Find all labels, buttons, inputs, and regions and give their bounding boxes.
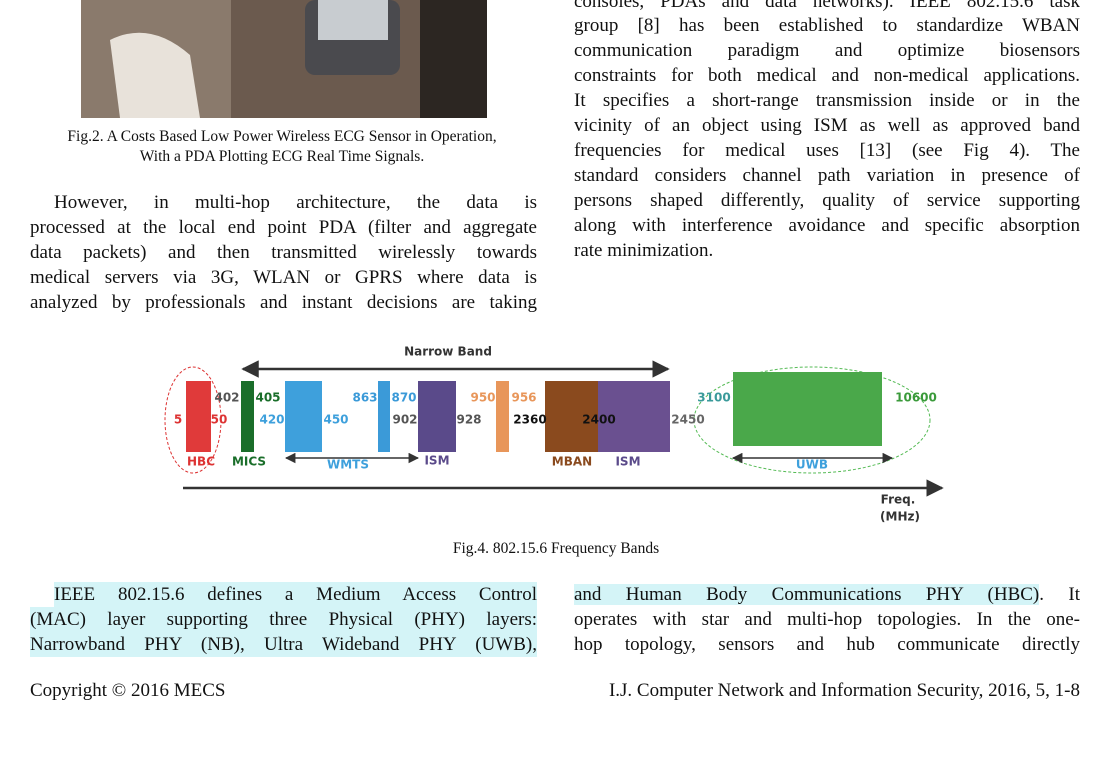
text-line: It specifies a short-range transmission … [574,90,1080,112]
frequency-label: 10600 [895,391,937,405]
footer-left: Copyright © 2016 MECS [30,680,226,701]
text-line: vicinity of an object using ISM as well … [574,115,1080,136]
text-line: Narrowband PHY (NB), Ultra Wideband PHY … [30,631,537,657]
caption: With a PDA Plotting ECG Real Time Signal… [139,148,425,165]
band-label: MICS [232,455,266,469]
frequency-label: 2360 [513,413,546,427]
axis-label: Freq. [881,493,916,507]
text-line: consoles, PDAs and data networks). IEEE … [574,0,1080,12]
frequency-label: 405 [255,391,280,405]
text-line: hop topology, sensors and hub communicat… [574,633,1080,655]
frequency-label: 402 [214,391,239,405]
text-line: (MAC) layer supporting three Physical (P… [30,606,537,632]
frequency-label: 902 [392,413,417,427]
band-title: Narrow Band [404,345,492,359]
text: . It [1039,583,1080,605]
photo [81,0,487,118]
frequency-label: 870 [391,391,416,405]
frequency-label: 950 [470,391,495,405]
frequency-label: 956 [511,391,536,405]
band-label: UWB [796,458,828,472]
frequency-label: 50 [211,413,228,427]
frequency-diagram: Narrow Band [164,345,944,497]
text-line: frequencies for medical uses [13] (see F… [574,139,1080,161]
frequency-label: 928 [456,413,481,427]
text-line: analyzed by professionals and instant de… [30,291,537,313]
frequency-label: 2450 [671,413,704,427]
text-line: standard considers channel path variatio… [574,164,1080,186]
axis-label: (MHz) [880,510,920,524]
text-line: processed at the local end point PDA (fi… [30,216,537,238]
highlighted-text: and Human Body Communications PHY (HBC) [574,583,1040,605]
text-line: rate minimization. [574,239,714,261]
band-label: WMTS [327,458,369,472]
band-label: HBC [187,455,215,469]
text-line: operates with star and multi-hop topolog… [574,608,1080,630]
text-line: constraints for both medical and non-med… [574,65,1080,87]
band-label: ISM [424,454,449,468]
text-line: medical servers via 3G, WLAN or GPRS whe… [30,266,537,288]
frequency-label: 450 [323,413,348,427]
frequency-label: 420 [259,413,284,427]
frequency-label: 3100 [697,391,730,405]
footer-right: I.J. Computer Network and Information Se… [608,680,1080,701]
text-line: data packets) and then transmitted wirel… [30,241,537,263]
text-line: along with interference avoidance and sp… [574,214,1080,236]
caption: Fig.4. 802.15.6 Frequency Bands [452,540,660,557]
text-line: and Human Body Communications PHY (HBC).… [574,582,1080,607]
frequency-label: 5 [174,413,182,427]
text-line: IEEE 802.15.6 defines a Medium Access Co… [54,581,537,607]
text-line: group [8] has been established to standa… [574,15,1080,37]
text-line: However, in multi-hop architecture, the … [54,191,537,213]
text-line: communication paradigm and optimize bios… [574,40,1080,62]
text-line: persons shaped differently, quality of s… [574,189,1080,211]
band-label: ISM [615,455,640,469]
caption: Fig.2. A Costs Based Low Power Wireless … [67,128,497,145]
band-label: MBAN [552,455,592,469]
frequency-label: 863 [352,391,377,405]
frequency-label: 2400 [582,413,615,427]
